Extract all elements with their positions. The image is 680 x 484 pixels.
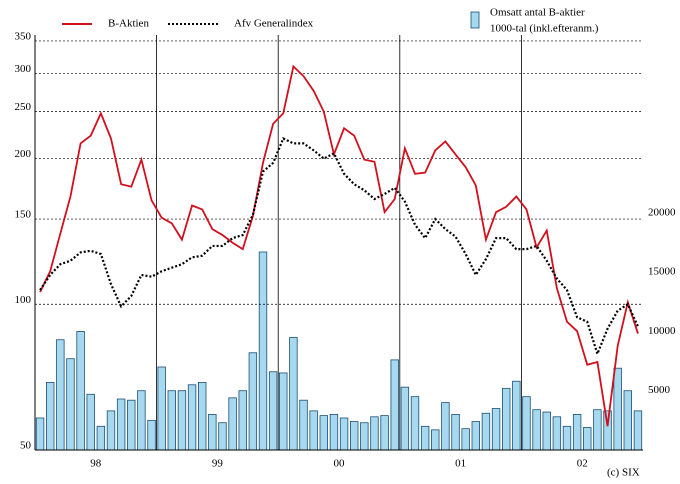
bar [339, 417, 349, 451]
bar [360, 422, 369, 451]
bar [299, 399, 308, 451]
bar [248, 352, 258, 451]
bar [522, 396, 531, 451]
y2-tick-label: 15000 [648, 266, 676, 278]
legend-label: Omsatt antal B-aktier [490, 7, 585, 19]
bar [96, 425, 106, 451]
bar [228, 397, 237, 451]
y2-tick-label: 10000 [648, 325, 676, 337]
bar [177, 390, 187, 451]
bar [157, 366, 166, 451]
bar [512, 380, 521, 451]
bar [623, 390, 632, 451]
bar [451, 414, 460, 451]
x-tick-label: 01 [455, 458, 466, 470]
bar [370, 416, 379, 451]
bar [106, 410, 116, 451]
bar [66, 358, 75, 451]
bar [218, 422, 227, 451]
y-tick-label: 300 [15, 63, 32, 75]
bar [431, 429, 440, 451]
y-tick-label: 250 [15, 101, 32, 113]
x-tick-label: 99 [212, 458, 224, 470]
y2-tick-label: 5000 [648, 384, 671, 396]
bar [137, 390, 146, 451]
bar [197, 382, 207, 451]
bar [147, 419, 156, 451]
bar [410, 396, 420, 451]
bar [593, 409, 602, 451]
bar [187, 384, 197, 451]
bar [116, 398, 126, 451]
bar [532, 409, 541, 451]
bar [501, 387, 511, 451]
bar [441, 402, 450, 451]
y-tick-label: 350 [15, 30, 32, 42]
line [39, 137, 639, 358]
bar [349, 421, 359, 451]
bar [380, 415, 389, 451]
bar [329, 414, 339, 451]
bar [76, 331, 85, 451]
bar [268, 371, 278, 451]
bar [289, 336, 298, 451]
bar [583, 427, 592, 451]
bar [56, 339, 65, 451]
bar [542, 411, 551, 451]
bar [420, 425, 430, 451]
bar [35, 417, 45, 451]
bar [309, 410, 318, 451]
legend-swatch [470, 11, 480, 29]
x-tick-label: 00 [334, 458, 346, 470]
bar [127, 399, 136, 451]
legend-label: Afv Generalindex [234, 18, 314, 30]
bar [258, 251, 268, 451]
bar [46, 382, 55, 451]
bar [603, 410, 612, 451]
y-tick-label: 200 [15, 148, 32, 160]
bar [613, 367, 622, 451]
bar [319, 415, 328, 451]
bar [481, 412, 491, 451]
y-tick-label: 50 [20, 440, 32, 452]
source: (c) SIX [607, 467, 640, 479]
bar [390, 359, 399, 451]
bar [461, 428, 470, 451]
bar [279, 372, 288, 451]
bar [552, 416, 562, 451]
bar [86, 393, 95, 451]
bar [562, 425, 572, 451]
legend-note: 1000-tal (inkl.efteranm.) [490, 23, 599, 35]
bar [572, 414, 582, 451]
y2-tick-label: 20000 [648, 206, 676, 218]
y-tick-label: 100 [15, 294, 32, 306]
bar [238, 390, 247, 451]
bar [167, 390, 176, 451]
bar [471, 421, 480, 451]
x-tick-label: 98 [90, 458, 102, 470]
bar [400, 386, 410, 451]
bar [208, 414, 217, 451]
line [39, 64, 639, 427]
y-tick-label: 150 [15, 209, 32, 221]
bar [491, 408, 501, 451]
legend-label: B-Aktien [108, 18, 149, 30]
x-tick-label: 02 [577, 458, 588, 470]
bar [633, 410, 643, 451]
